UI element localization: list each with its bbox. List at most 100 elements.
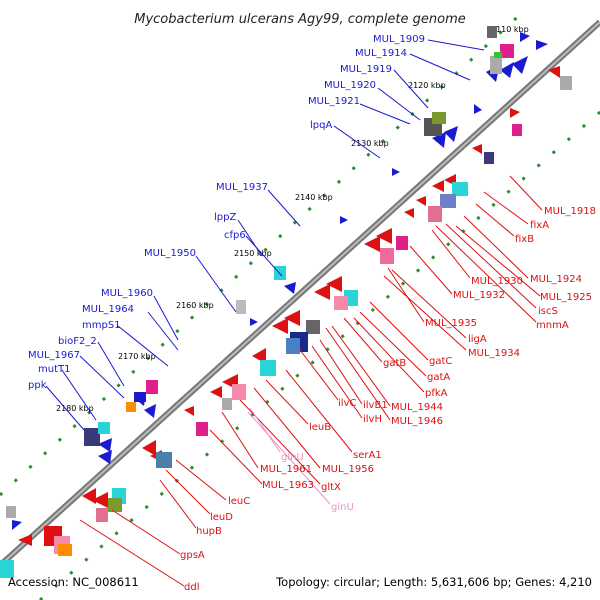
feature-box [484, 152, 494, 164]
gene-label: gltX [321, 482, 341, 493]
forward-boxes [6, 26, 514, 518]
feature-arrow [474, 104, 482, 114]
gene-label: mmpS1 [82, 320, 121, 331]
feature-arrow [444, 126, 458, 142]
feature-box [286, 338, 300, 354]
feature-arrow [250, 318, 258, 326]
tick-label: 2160 kbp [176, 301, 214, 310]
feature-box [334, 296, 348, 310]
feature-box [96, 508, 108, 522]
feature-arrow [432, 132, 446, 148]
gene-label: glnU [331, 502, 354, 513]
gene-label: fixB [515, 234, 534, 245]
gene-label: hupB [196, 526, 222, 537]
feature-arrow [512, 56, 528, 74]
feature-box [84, 428, 100, 446]
gene-label: ddl [184, 582, 199, 593]
feature-box [490, 56, 502, 74]
feature-arrow [404, 208, 414, 218]
feature-arrow [12, 520, 22, 530]
feature-arrow [314, 284, 330, 300]
feature-box [0, 560, 14, 578]
feature-box [156, 452, 172, 468]
feature-box [306, 320, 320, 334]
map-title: Mycobacterium ulcerans Agy99, complete g… [134, 12, 466, 27]
forward-labels: MUL_1909 MUL_1914 MUL_1919 MUL_1920 MUL_… [28, 34, 425, 391]
tick-label: 2150 kbp [234, 249, 272, 258]
gene-label: MUL_1921 [308, 96, 360, 107]
rna-leaders [247, 407, 331, 505]
gene-label: ilvB1 [363, 400, 388, 411]
feature-box [452, 182, 468, 196]
gene-label: MUL_1964 [82, 304, 134, 315]
feature-box [494, 52, 502, 58]
feature-arrow [272, 318, 288, 334]
gene-label: gatB [383, 358, 406, 369]
tick-label: 2110 kbp [491, 25, 529, 34]
feature-box [98, 422, 110, 434]
gene-label: MUL_1924 [530, 274, 582, 285]
gene-label: bioF2_2 [58, 336, 97, 347]
tick-label: 2120 kbp [408, 81, 446, 90]
feature-box [380, 248, 394, 264]
gene-label: MUL_1930 [471, 276, 523, 287]
feature-box [146, 380, 158, 394]
gene-label: MUL_1934 [468, 348, 520, 359]
gene-label: ligA [468, 334, 487, 345]
gene-label: lppZ [214, 212, 236, 223]
gene-label: MUL_1960 [101, 288, 153, 299]
genome-summary: Topology: circular; Length: 5,631,606 bp… [275, 575, 592, 589]
gene-label: MUL_1919 [340, 64, 392, 75]
feature-box [260, 360, 276, 376]
gene-label: gatA [427, 372, 450, 383]
feature-arrow [536, 40, 548, 50]
tick-label: 2140 kbp [295, 193, 333, 202]
feature-arrow [548, 66, 560, 78]
feature-arrow [184, 406, 194, 416]
gene-label: lpqA [310, 120, 332, 131]
gene-label: leuB [309, 422, 331, 433]
feature-arrow [210, 386, 222, 398]
gene-label: MUL_1950 [144, 248, 196, 259]
gene-label: mutT1 [38, 364, 70, 375]
gene-label: MUL_1914 [355, 48, 407, 59]
feature-arrow [142, 440, 156, 456]
gene-label: leuD [210, 512, 233, 523]
gene-label: ppk [28, 380, 47, 391]
feature-arrow [500, 62, 514, 78]
feature-arrow [376, 228, 392, 244]
feature-box [428, 206, 442, 222]
gene-label: cfp6 [224, 230, 246, 241]
feature-arrow [416, 196, 426, 206]
accession-text: Accession: NC_008611 [8, 575, 139, 589]
gene-label: iscS [538, 306, 558, 317]
gene-label: ilvC [338, 398, 356, 409]
feature-box [222, 398, 232, 410]
gene-label: MUL_1946 [391, 416, 443, 427]
feature-box [274, 266, 286, 280]
gene-label: MUL_1918 [544, 206, 596, 217]
feature-box [500, 44, 514, 58]
gene-label: serA1 [353, 450, 382, 461]
feature-arrow [98, 438, 112, 452]
feature-arrow [520, 32, 530, 42]
feature-arrow [284, 310, 300, 326]
kbp-ticks: 2110 kbp 2120 kbp 2130 kbp 2140 kbp 2150… [56, 25, 529, 413]
feature-box [196, 422, 208, 436]
gene-label: MUL_1967 [28, 350, 80, 361]
feature-box [236, 300, 246, 314]
feature-arrow [98, 450, 112, 464]
gene-label: fixA [530, 220, 549, 231]
gene-label: pfkA [425, 388, 448, 399]
reverse-boxes [0, 76, 572, 578]
feature-box [432, 112, 446, 124]
gene-label: MUL_1909 [373, 34, 425, 45]
genome-backbone-highlight [0, 21, 600, 567]
reverse-labels: MUL_1918 fixA fixB MUL_1924 MUL_1925 isc… [180, 206, 596, 593]
gene-label: MUL_1956 [322, 464, 374, 475]
gene-label: MUL_1944 [391, 402, 443, 413]
feature-arrow [340, 216, 348, 224]
gene-label: leuC [228, 496, 250, 507]
feature-box [396, 236, 408, 250]
